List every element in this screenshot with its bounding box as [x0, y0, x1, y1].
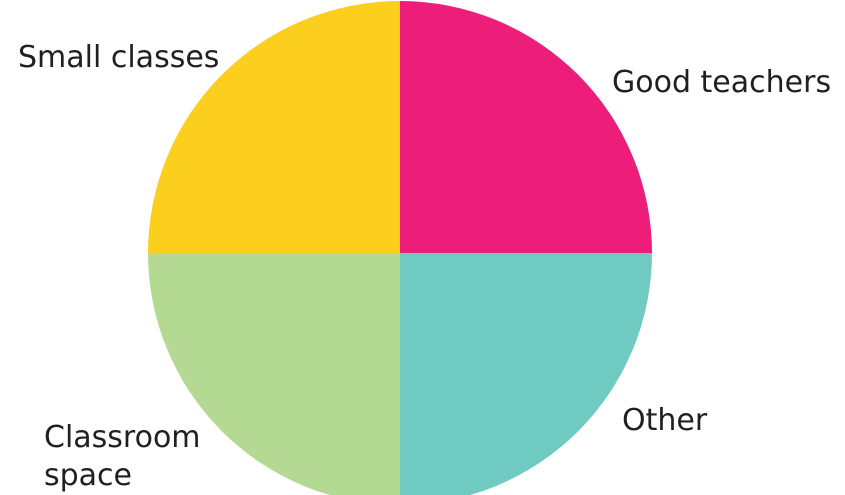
slice-label-good-teachers: Good teachers: [612, 65, 831, 100]
slice-label-classroom-space: Classroom space: [44, 420, 210, 493]
pie-slices: [148, 1, 652, 495]
pie-slice-other: [400, 253, 652, 495]
slice-label-classroom-space-line-1: Classroom: [44, 420, 201, 455]
slice-label-classroom-space-line-2: space: [44, 458, 132, 493]
pie-slice-good-teachers: [400, 1, 652, 253]
pie-slice-small-classes: [148, 1, 400, 253]
slice-label-small-classes: Small classes: [18, 40, 219, 75]
slice-label-other: Other: [622, 403, 708, 438]
pie-slice-classroom-space: [148, 253, 400, 495]
